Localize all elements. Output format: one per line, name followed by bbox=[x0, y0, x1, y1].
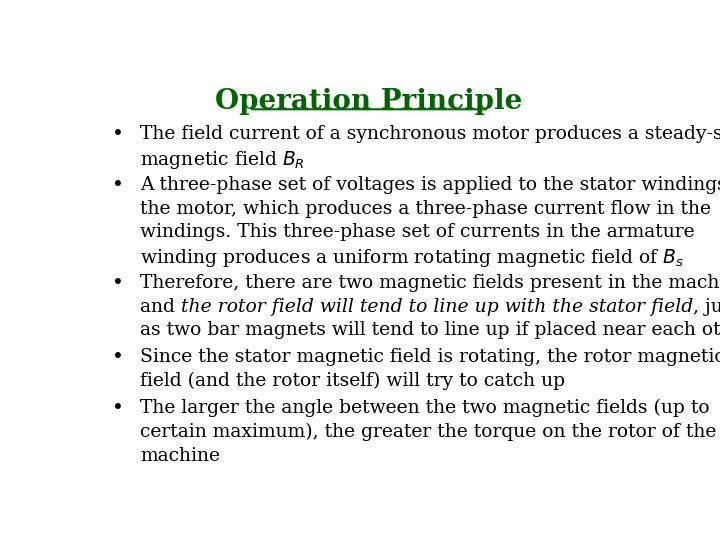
Text: and: and bbox=[140, 298, 181, 316]
Text: the rotor field will tend to line up with the stator field: the rotor field will tend to line up wit… bbox=[181, 298, 693, 316]
Text: field (and the rotor itself) will try to catch up: field (and the rotor itself) will try to… bbox=[140, 372, 565, 390]
Text: A three-phase set of voltages is applied to the stator windings of: A three-phase set of voltages is applied… bbox=[140, 176, 720, 194]
Text: Operation Principle: Operation Principle bbox=[215, 87, 523, 114]
Text: The larger the angle between the two magnetic fields (up to: The larger the angle between the two mag… bbox=[140, 399, 710, 417]
Text: •: • bbox=[112, 125, 124, 144]
Text: Therefore, there are two magnetic fields present in the machine,: Therefore, there are two magnetic fields… bbox=[140, 274, 720, 292]
Text: windings. This three-phase set of currents in the armature: windings. This three-phase set of curren… bbox=[140, 223, 695, 241]
Text: The field current of a synchronous motor produces a steady-state: The field current of a synchronous motor… bbox=[140, 125, 720, 143]
Text: •: • bbox=[112, 399, 124, 418]
Text: •: • bbox=[112, 176, 124, 195]
Text: magnetic field $B_R$: magnetic field $B_R$ bbox=[140, 149, 305, 171]
Text: •: • bbox=[112, 348, 124, 367]
Text: the motor, which produces a three-phase current flow in the: the motor, which produces a three-phase … bbox=[140, 199, 711, 218]
Text: •: • bbox=[112, 274, 124, 293]
Text: machine: machine bbox=[140, 447, 220, 464]
Text: as two bar magnets will tend to line up if placed near each other.: as two bar magnets will tend to line up … bbox=[140, 321, 720, 339]
Text: certain maximum), the greater the torque on the rotor of the: certain maximum), the greater the torque… bbox=[140, 423, 716, 441]
Text: winding produces a uniform rotating magnetic field of $B_s$: winding produces a uniform rotating magn… bbox=[140, 247, 685, 269]
Text: , just: , just bbox=[693, 298, 720, 316]
Text: Since the stator magnetic field is rotating, the rotor magnetic: Since the stator magnetic field is rotat… bbox=[140, 348, 720, 366]
